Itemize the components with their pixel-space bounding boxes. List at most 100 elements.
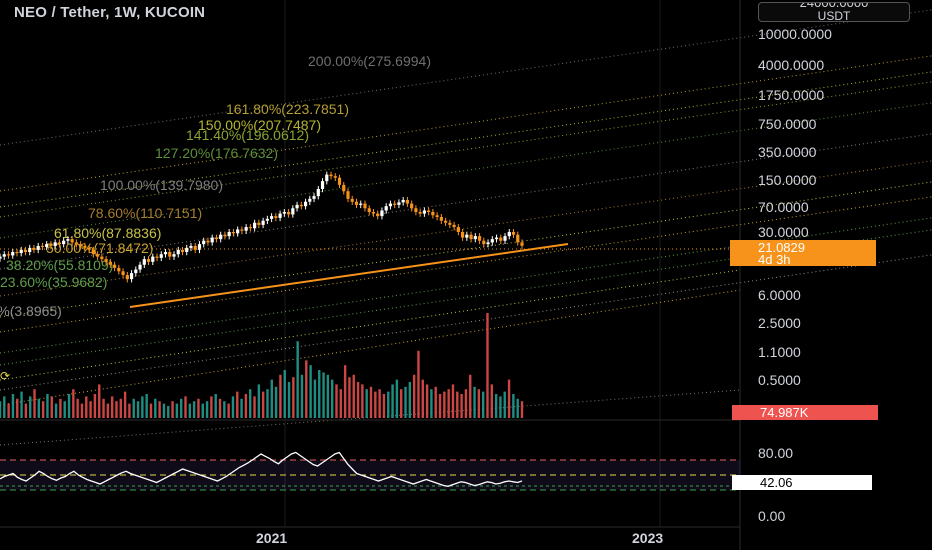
fib-label: 161.80%(223.7851) [226,101,349,117]
candle-body [282,212,286,214]
fib-line [0,55,932,192]
candle-body [87,247,91,250]
fib-label: 78.60%(110.7151) [88,205,202,221]
candle-body [227,232,231,237]
candle-body [477,236,482,241]
candle-body [401,199,405,203]
candle-body [427,210,431,213]
fib-line [0,71,932,208]
volume-bar [391,384,394,418]
volume-bar [473,386,476,418]
volume-bar [154,398,157,418]
candle-body [210,237,214,243]
candle-body [316,188,320,197]
volume-bar [141,396,144,418]
candle-body [431,212,435,216]
volume-bar [412,374,416,418]
candle-body [74,242,78,245]
candle-body [180,249,185,252]
candle-body [193,245,197,250]
volume-bar [361,384,364,418]
volume-bar [197,398,200,418]
volume-bar [28,396,32,418]
candle-body [36,245,40,250]
candle-body [108,261,112,265]
candle-body [121,271,125,276]
candle-body [159,254,163,258]
candle-body [253,222,257,229]
volume-bar [477,389,481,418]
candle-body [219,234,223,240]
volume-bar [33,389,36,418]
candle-body [23,249,28,252]
volume-bar [231,396,235,418]
candle-body [448,222,452,225]
price-axis[interactable]: 10000.0000 4000.0000 1750.0000 750.0000 350.… [758,26,832,388]
volume-bar [339,389,343,418]
volume-bar [123,391,127,418]
volume-bar [374,391,377,418]
volume-bar [417,350,420,418]
candle-body [138,264,142,270]
volume-bar [205,401,209,418]
candle-body [325,174,329,182]
candle-body [57,242,62,245]
candle-body [100,256,104,260]
orange-trendline[interactable] [129,243,569,308]
volume-bar [257,384,261,418]
price-tick: 30.0000 [758,224,809,240]
candle-body [418,212,422,214]
time-tick-2021: 2021 [256,530,287,546]
price-tick: 1.1000 [758,344,801,360]
volume-bar [456,391,459,418]
volume-bar [227,403,230,418]
volume-bar [184,396,187,418]
currency-top-tick: 24000.0000 [799,2,869,10]
volume-bar [162,403,166,418]
volume-bar [404,386,407,418]
volume-bar [192,401,196,418]
fib-line [0,196,932,333]
volume-bar [110,396,114,418]
fib-label: 150.00%(207.7487) [198,117,321,133]
volume-bar [253,396,256,418]
candle-body [520,242,524,246]
last-price-value: 21.0829 [758,240,805,255]
volume-bar [115,401,118,418]
volume-bar [98,384,101,418]
candle-body [354,201,359,205]
volume-bar [119,398,122,418]
volume-bar [201,403,204,418]
volume-bar [3,396,6,418]
volume-bar [223,401,226,418]
candle-body [393,203,397,205]
volume-bar [37,398,41,418]
candle-body [308,198,312,202]
volume-bar [63,401,66,418]
candle-body [465,234,469,238]
fib-label: 38.20%(55.8109) [6,257,113,273]
volume-bar [322,372,325,418]
volume-bar [408,382,412,418]
candle-body [371,212,376,214]
candle-body [117,267,121,272]
candle-body [244,227,248,231]
volume-bar [24,403,28,418]
candle-body [129,273,134,280]
candle-body [257,222,261,225]
candle-body [286,212,291,215]
volume-bar [378,389,381,418]
candle-body [312,196,316,199]
volume-bar [305,360,308,418]
volume-bar [283,370,286,418]
candle-body [410,203,414,209]
candlesticks [0,171,524,283]
candle-body [299,204,303,207]
volume-bar [270,379,273,418]
volume-bar [218,398,222,418]
volume-bar [54,403,58,418]
volume-bar [421,379,424,418]
candle-body [15,251,19,254]
currency-button[interactable]: 24000.0000 USDT [758,2,910,22]
